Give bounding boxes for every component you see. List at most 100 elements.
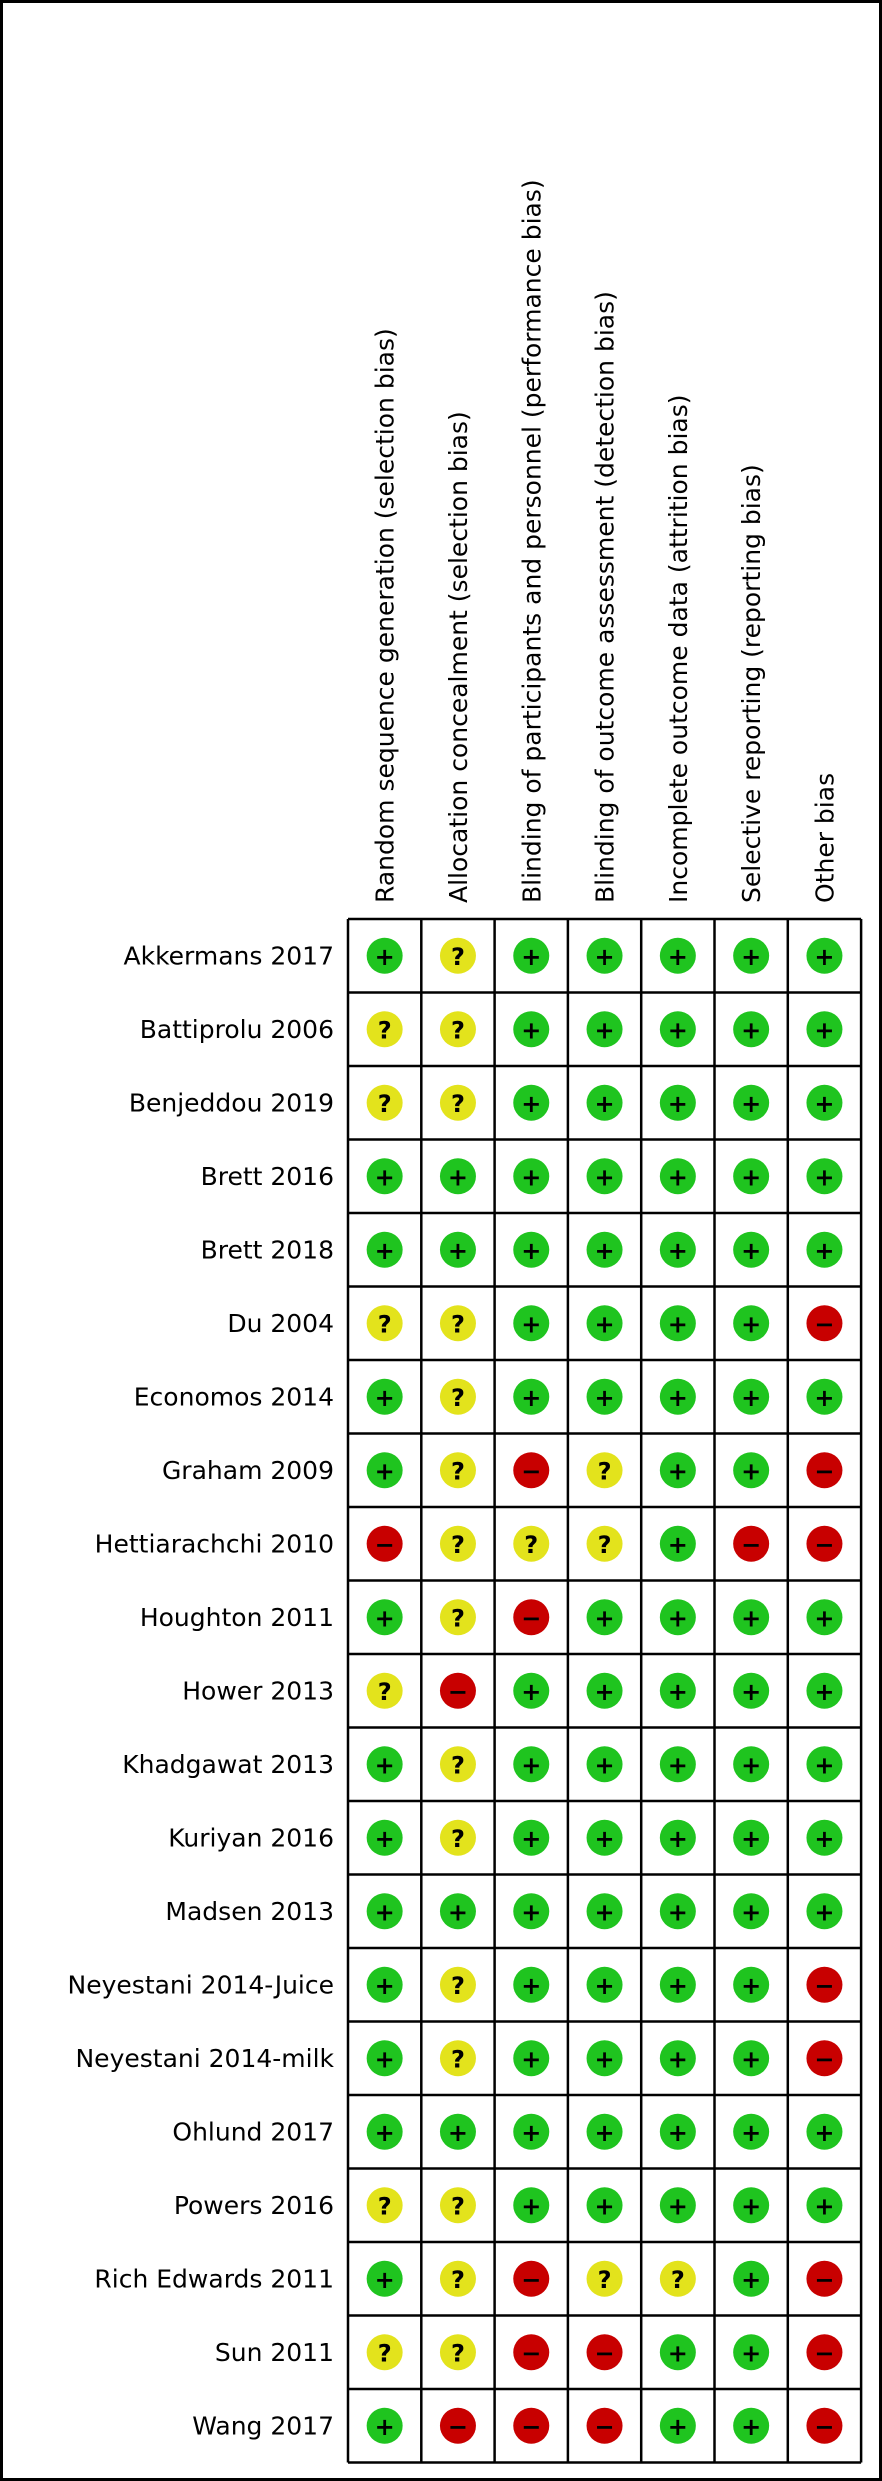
judgment-symbol: +	[448, 1898, 468, 1926]
study-label: Ohlund 2017	[172, 2117, 334, 2146]
judgment-symbol: +	[375, 2045, 395, 2073]
judgment-symbol: +	[668, 943, 688, 971]
judgment-symbol: +	[375, 2413, 395, 2441]
judgment-symbol: ?	[598, 1531, 612, 1559]
judgment-symbol: +	[741, 1310, 761, 1338]
judgment-symbol: ?	[378, 1016, 392, 1044]
judgment-symbol: ?	[451, 943, 465, 971]
judgment-dot	[806, 2260, 843, 2297]
study-label: Hower 2013	[182, 1676, 334, 1705]
judgment-dot	[513, 2260, 550, 2297]
judgment-symbol: ?	[451, 1825, 465, 1853]
judgment-dot	[733, 1746, 770, 1783]
judgment-dot	[513, 2040, 550, 2077]
judgment-symbol: +	[668, 2339, 688, 2367]
judgment-dot	[806, 2113, 843, 2150]
judgment-dot	[366, 1084, 403, 1121]
judgment-symbol: ?	[671, 2266, 685, 2294]
judgment-symbol: +	[521, 1090, 541, 1118]
judgment-dot	[366, 1158, 403, 1195]
judgment-dot	[659, 2407, 696, 2444]
judgment-dot	[439, 1893, 476, 1930]
judgment-dot	[806, 2187, 843, 2224]
judgment-dot	[439, 2187, 476, 2224]
judgment-symbol: +	[448, 1237, 468, 1265]
judgment-dot	[733, 1378, 770, 1415]
judgment-symbol: +	[375, 1898, 395, 1926]
judgment-symbol: +	[741, 2119, 761, 2147]
judgment-dot	[366, 1599, 403, 1636]
judgment-symbol: +	[594, 2119, 614, 2147]
judgment-symbol: ?	[378, 1090, 392, 1118]
study-label: Wang 2017	[192, 2411, 334, 2440]
judgment-symbol: ?	[451, 1384, 465, 1412]
judgment-symbol: +	[375, 943, 395, 971]
judgment-dot	[806, 1231, 843, 1268]
judgment-symbol: +	[521, 1016, 541, 1044]
judgment-dot	[366, 1819, 403, 1856]
judgment-symbol: +	[668, 1384, 688, 1412]
judgment-symbol: +	[594, 1016, 614, 1044]
judgment-symbol: +	[814, 1384, 834, 1412]
judgment-dot	[659, 1305, 696, 1342]
judgment-dot	[439, 1305, 476, 1342]
judgment-symbol: +	[668, 1310, 688, 1338]
judgment-symbol: +	[594, 1310, 614, 1338]
judgment-symbol: +	[814, 2192, 834, 2220]
study-label: Brett 2016	[201, 1162, 334, 1191]
judgment-symbol: +	[741, 2266, 761, 2294]
judgment-dot	[513, 1011, 550, 1048]
judgment-dot	[806, 1672, 843, 1709]
judgment-symbol: −	[521, 2339, 541, 2367]
judgment-dot	[806, 1819, 843, 1856]
judgment-symbol: +	[375, 1384, 395, 1412]
judgment-dot	[586, 1893, 623, 1930]
judgment-dot	[513, 1672, 550, 1709]
judgment-symbol: +	[668, 1163, 688, 1191]
judgment-symbol: +	[668, 1751, 688, 1779]
judgment-dot	[513, 2407, 550, 2444]
judgment-symbol: +	[521, 1163, 541, 1191]
judgment-dot	[659, 1231, 696, 1268]
judgment-dot	[439, 1378, 476, 1415]
judgment-dot	[733, 2334, 770, 2371]
judgment-dot	[366, 1746, 403, 1783]
judgment-dot	[513, 1378, 550, 1415]
judgment-dot	[366, 1452, 403, 1489]
judgment-symbol: +	[375, 1825, 395, 1853]
judgment-symbol: +	[741, 1384, 761, 1412]
judgment-dot	[659, 1011, 696, 1048]
judgment-symbol: +	[521, 1237, 541, 1265]
judgment-dot	[733, 2260, 770, 2297]
judgment-symbol: ?	[378, 1678, 392, 1706]
judgment-symbol: +	[448, 2119, 468, 2147]
judgment-dot	[659, 1452, 696, 1489]
judgment-symbol: +	[375, 2266, 395, 2294]
judgment-symbol: +	[814, 1090, 834, 1118]
judgment-symbol: ?	[598, 1457, 612, 1485]
judgment-dot	[586, 2040, 623, 2077]
judgment-symbol: +	[668, 1604, 688, 1632]
judgment-symbol: +	[668, 2192, 688, 2220]
judgment-symbol: +	[521, 2119, 541, 2147]
judgment-dot	[733, 1525, 770, 1562]
judgment-symbol: ?	[451, 1751, 465, 1779]
judgment-dot	[439, 2407, 476, 2444]
judgment-symbol: +	[375, 1457, 395, 1485]
judgment-dot	[659, 1893, 696, 1930]
judgment-dot	[806, 1011, 843, 1048]
judgment-dot	[733, 937, 770, 974]
judgment-dot	[513, 2113, 550, 2150]
judgment-dot	[806, 1746, 843, 1783]
judgment-dot	[806, 2040, 843, 2077]
judgment-dot	[806, 937, 843, 974]
judgment-symbol: +	[448, 1163, 468, 1191]
judgment-symbol: +	[594, 1604, 614, 1632]
judgment-dot	[513, 2334, 550, 2371]
judgment-dot	[439, 1966, 476, 2003]
judgment-symbol: +	[668, 1531, 688, 1559]
judgment-dot	[733, 2113, 770, 2150]
judgment-symbol: −	[814, 1310, 834, 1338]
judgment-dot	[733, 1599, 770, 1636]
